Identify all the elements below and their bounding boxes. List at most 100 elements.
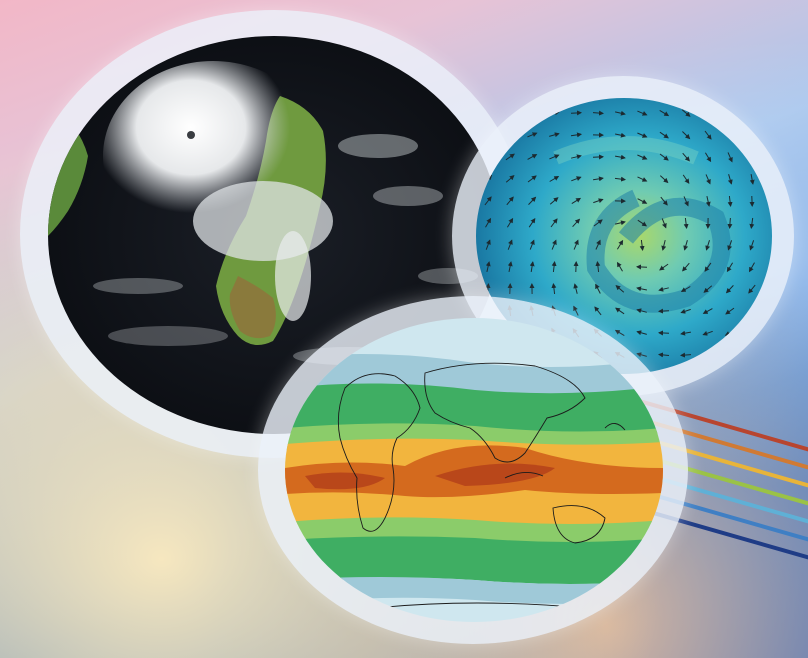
wind-arrow (727, 195, 733, 207)
wind-arrow (550, 218, 558, 228)
wind-arrow (595, 283, 601, 294)
climate-zone-map (285, 318, 663, 622)
wind-arrow (749, 174, 755, 185)
wind-arrow (659, 263, 669, 271)
wind-arrows (483, 108, 757, 360)
wind-arrow (549, 132, 560, 138)
wind-arrow (704, 130, 712, 140)
wind-arrow (505, 153, 515, 161)
wind-arrow (528, 217, 536, 228)
wind-arrow (529, 239, 535, 250)
wind-arrow (614, 110, 626, 116)
wind-arrow (571, 176, 582, 182)
wind-arrow (636, 330, 647, 336)
wind-arrow (573, 239, 579, 250)
wind-arrow (615, 132, 626, 138)
wind-arrow (659, 153, 669, 161)
wind-arrow (659, 131, 669, 139)
wind-arrow (660, 196, 668, 206)
wind-arrow (727, 174, 733, 185)
continent-outlines (337, 362, 626, 609)
wind-arrow (659, 175, 669, 184)
wind-arrow (506, 196, 514, 206)
wind-arrow (485, 239, 491, 250)
wind-arrow (571, 197, 582, 205)
wind-arrow (658, 308, 670, 314)
wind-arrow (527, 175, 537, 183)
wind-arrow (637, 219, 648, 227)
wind-arrow (593, 219, 603, 227)
wind-arrow (551, 239, 557, 250)
wind-arrow (505, 175, 515, 183)
wind-arrow (749, 262, 755, 273)
wind-arrow (551, 261, 557, 273)
wind-arrow (528, 196, 537, 205)
wind-arrow (680, 308, 691, 314)
wind-arrow (682, 174, 690, 184)
wind-arrow (680, 330, 691, 336)
wind-arrow (727, 152, 733, 163)
wind-arrow (595, 261, 601, 273)
wind-arrow (636, 286, 647, 292)
wind-arrow (572, 218, 581, 228)
wind-arrow (683, 196, 689, 207)
wind-arrow (682, 262, 690, 272)
wind-arrow (637, 110, 648, 116)
wind-arrow (485, 217, 492, 228)
wind-arrow (615, 307, 625, 315)
wind-arrow (506, 217, 514, 228)
wind-arrow (682, 152, 690, 162)
wind-arrow (639, 239, 645, 251)
wind-arrow (507, 261, 513, 272)
wind-arrow (727, 217, 733, 229)
wind-arrow (614, 220, 626, 226)
wind-arrow (549, 154, 560, 160)
wind-arrow (680, 286, 691, 293)
wind-arrow (615, 154, 626, 160)
wind-arrow (527, 132, 538, 138)
wind-arrow (705, 174, 711, 185)
wind-arrow (702, 308, 713, 314)
wind-arrow (527, 154, 538, 160)
wind-arrow (573, 283, 579, 294)
wind-arrow (661, 218, 667, 229)
wind-arrow (683, 217, 689, 229)
wind-arrow (570, 154, 582, 160)
wind-arrow (749, 240, 755, 251)
wind-arrow (683, 240, 689, 251)
wind-arrow (705, 240, 711, 251)
wind-arrow (485, 261, 491, 273)
wind-arrow (595, 239, 601, 250)
wind-arrow (658, 352, 670, 358)
wind-arrow (636, 308, 647, 314)
wind-arrow (507, 239, 513, 250)
wind-arrow (704, 152, 712, 163)
wind-arrow (551, 283, 557, 295)
wind-arrow (637, 176, 648, 182)
wind-arrow (749, 217, 755, 229)
wind-arrow (703, 285, 713, 293)
wind-arrow (682, 131, 691, 140)
wind-arrow (636, 352, 647, 358)
wind-arrow (529, 261, 535, 272)
wind-arrow (658, 286, 669, 292)
wind-arrow (680, 352, 692, 358)
climate-map-graphic (285, 318, 663, 622)
wind-arrow (748, 284, 756, 294)
wind-arrow (681, 109, 691, 117)
wind-arrow (661, 239, 667, 251)
wind-arrow (614, 176, 626, 182)
wind-arrow (727, 240, 733, 251)
wind-arrow (570, 110, 582, 116)
wind-arrow (573, 305, 579, 316)
wind-arrow (593, 198, 604, 204)
wind-arrow (592, 110, 604, 116)
wind-arrow (615, 285, 625, 293)
wind-arrow (637, 154, 648, 160)
wind-arrow (594, 306, 602, 316)
wind-arrow (593, 176, 604, 182)
wind-arrow (725, 307, 735, 315)
wind-arrow (549, 175, 560, 182)
wind-arrow (637, 132, 648, 138)
wind-arrow (637, 198, 648, 204)
